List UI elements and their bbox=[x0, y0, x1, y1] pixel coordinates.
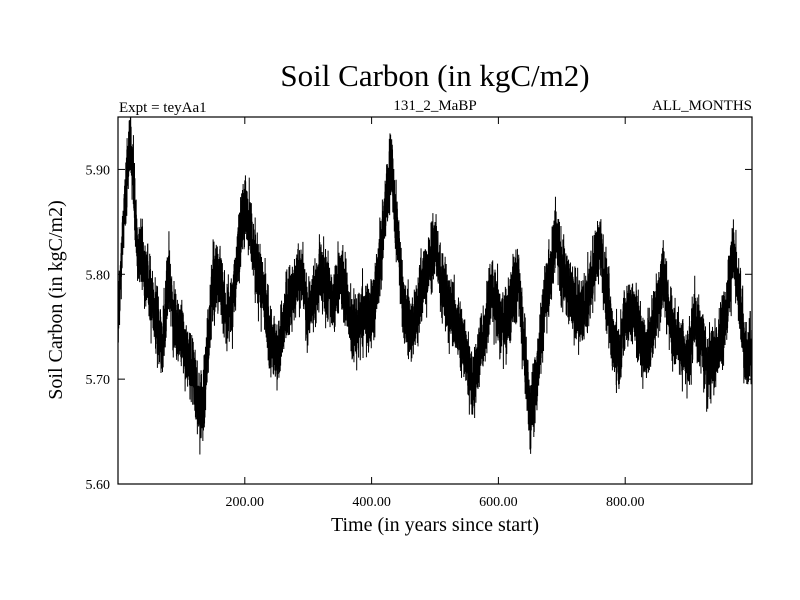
x-tick-label: 600.00 bbox=[479, 495, 518, 510]
x-tick-label: 800.00 bbox=[606, 495, 645, 510]
y-tick-label: 5.80 bbox=[86, 268, 111, 283]
plot-area bbox=[118, 117, 752, 455]
y-tick-label: 5.70 bbox=[86, 373, 111, 388]
y-axis: 5.60 5.70 5.80 5.90 bbox=[86, 163, 752, 493]
x-axis: 200.00 400.00 600.00 800.00 bbox=[226, 117, 645, 510]
y-tick-label: 5.60 bbox=[86, 478, 111, 493]
chart-subtitle-right: ALL_MONTHS bbox=[652, 98, 752, 114]
y-tick-label: 5.90 bbox=[86, 163, 111, 178]
chart-subtitle-center: 131_2_MaBP bbox=[393, 98, 476, 114]
plot-frame bbox=[117, 116, 753, 485]
chart-title: Soil Carbon (in kgC/m2) bbox=[280, 58, 589, 93]
y-axis-label: Soil Carbon (in kgC/m2) bbox=[45, 200, 67, 399]
series-line bbox=[118, 117, 752, 455]
x-tick-label: 400.00 bbox=[352, 495, 391, 510]
x-tick-label: 200.00 bbox=[226, 495, 265, 510]
chart-subtitle-left: Expt = teyAa1 bbox=[119, 100, 207, 116]
x-axis-label: Time (in years since start) bbox=[331, 514, 539, 536]
